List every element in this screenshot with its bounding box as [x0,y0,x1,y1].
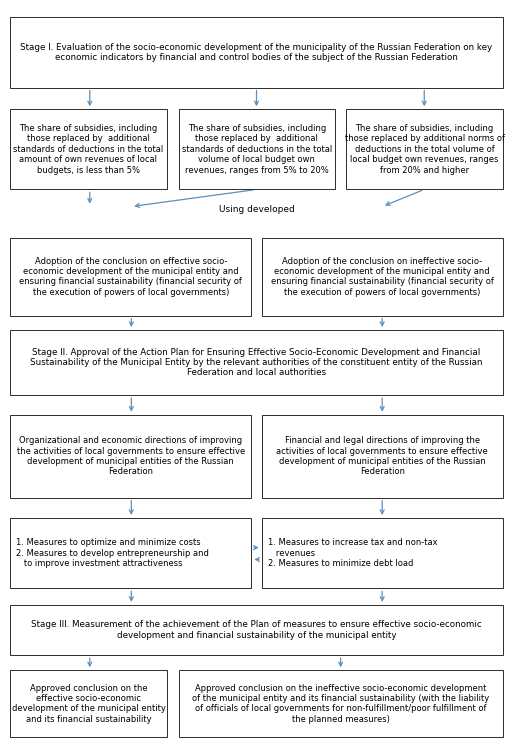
Text: Approved conclusion on the
effective socio-economic
development of the municipal: Approved conclusion on the effective soc… [12,684,165,724]
Text: Stage III. Measurement of the achievement of the Plan of measures to ensure effe: Stage III. Measurement of the achievemen… [31,620,482,640]
FancyBboxPatch shape [10,17,503,88]
FancyBboxPatch shape [10,109,167,189]
Text: The share of subsidies, including
those replaced by  additional
standards of ded: The share of subsidies, including those … [13,124,164,175]
Text: Adoption of the conclusion on effective socio-
economic development of the munic: Adoption of the conclusion on effective … [19,256,242,297]
Text: Financial and legal directions of improving the
activities of local governments : Financial and legal directions of improv… [277,436,488,476]
Text: Stage I. Evaluation of the socio-economic development of the municipality of the: Stage I. Evaluation of the socio-economi… [21,42,492,62]
FancyBboxPatch shape [10,605,503,655]
FancyBboxPatch shape [10,238,251,316]
Text: 1. Measures to optimize and minimize costs
2. Measures to develop entrepreneursh: 1. Measures to optimize and minimize cos… [16,538,209,568]
FancyBboxPatch shape [10,330,503,395]
Text: Adoption of the conclusion on ineffective socio-
economic development of the mun: Adoption of the conclusion on ineffectiv… [271,256,494,297]
Text: Organizational and economic directions of improving
the activities of local gove: Organizational and economic directions o… [17,436,245,476]
Text: Approved conclusion on the ineffective socio-economic development
of the municip: Approved conclusion on the ineffective s… [192,684,489,724]
FancyBboxPatch shape [262,518,503,588]
FancyBboxPatch shape [10,415,251,498]
Text: Using developed: Using developed [219,205,294,214]
FancyBboxPatch shape [262,238,503,316]
Text: The share of subsidies, including
those replaced by  additional
standards of ded: The share of subsidies, including those … [182,124,332,175]
FancyBboxPatch shape [10,670,167,737]
Text: 1. Measures to increase tax and non-tax
   revenues
2. Measures to minimize debt: 1. Measures to increase tax and non-tax … [268,538,438,568]
Text: Stage II. Approval of the Action Plan for Ensuring Effective Socio-Economic Deve: Stage II. Approval of the Action Plan fo… [30,348,483,377]
Text: The share of subsidies, including
those replaced by additional norms of
deductio: The share of subsidies, including those … [345,124,504,175]
FancyBboxPatch shape [179,670,503,737]
FancyBboxPatch shape [10,518,251,588]
FancyBboxPatch shape [179,109,335,189]
FancyBboxPatch shape [262,415,503,498]
FancyBboxPatch shape [346,109,503,189]
